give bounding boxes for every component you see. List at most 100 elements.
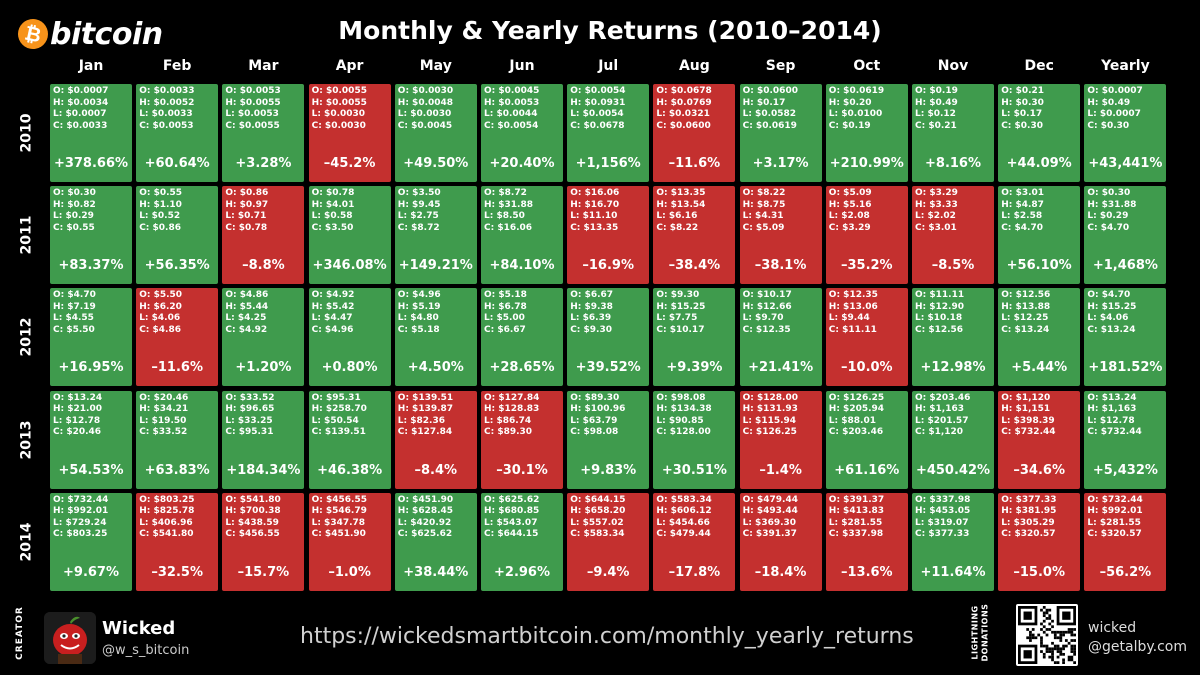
open-price: O: $4.70 bbox=[53, 290, 96, 301]
return-percent: +30.51% bbox=[661, 462, 727, 478]
open-price: O: $127.84 bbox=[484, 392, 540, 403]
close-price: C: $89.30 bbox=[484, 427, 533, 438]
ohlc-values: O: $1,120 H: $1,151 L: $398.39 C: $732.44 bbox=[1001, 393, 1055, 439]
low-price: L: $11.10 bbox=[570, 211, 618, 222]
close-price: C: $732.44 bbox=[1001, 427, 1056, 438]
open-price: O: $377.33 bbox=[1001, 494, 1057, 505]
high-price: H: $1.10 bbox=[139, 199, 182, 210]
return-cell-2010-feb: O: $0.0033 H: $0.0052 L: $0.0033 C: $0.0053… bbox=[136, 84, 219, 182]
return-percent: +54.53% bbox=[58, 462, 124, 478]
open-price: O: $1,120 bbox=[1001, 392, 1051, 403]
open-price: O: $89.30 bbox=[570, 392, 620, 403]
ohlc-values: O: $803.25 H: $825.78 L: $406.96 C: $541.80 bbox=[139, 495, 194, 541]
return-cell-2014-oct: O: $391.37 H: $413.83 L: $281.55 C: $337.98… bbox=[825, 492, 908, 591]
return-cell-2013-yearly: O: $13.24 H: $1,163 L: $12.78 C: $732.44 +5,… bbox=[1084, 390, 1167, 489]
low-price: L: $9.44 bbox=[828, 313, 870, 324]
open-price: O: $0.0053 bbox=[225, 86, 281, 96]
ohlc-values: O: $20.46 H: $34.21 L: $19.50 C: $33.52 bbox=[139, 393, 188, 439]
return-percent: +28.65% bbox=[489, 360, 555, 376]
return-cell-2012-sep: O: $10.17 H: $12.66 L: $9.70 C: $12.35 +21.4… bbox=[739, 288, 822, 387]
open-price: O: $0.0678 bbox=[656, 86, 712, 96]
apple-character-avatar-icon bbox=[44, 612, 96, 664]
ohlc-values: O: $0.0030 H: $0.0048 L: $0.0030 C: $0.0045 bbox=[398, 86, 453, 132]
return-percent: +1.20% bbox=[235, 360, 292, 376]
low-price: L: $2.75 bbox=[397, 211, 439, 222]
return-cell-2012-yearly: O: $4.70 H: $15.25 L: $4.06 C: $13.24 +181.5… bbox=[1084, 288, 1167, 387]
close-price: C: $644.15 bbox=[484, 529, 539, 540]
ohlc-values: O: $625.62 H: $680.85 L: $543.07 C: $644.15 bbox=[484, 495, 539, 541]
source-url[interactable]: https://wickedsmartbitcoin.com/monthly_y… bbox=[300, 624, 914, 649]
qr-code-icon[interactable] bbox=[1016, 604, 1078, 666]
return-cell-2012-apr: O: $4.92 H: $5.42 L: $4.47 C: $4.96 +0.80% bbox=[308, 288, 391, 387]
return-percent: +9.83% bbox=[580, 462, 637, 478]
ohlc-values: O: $89.30 H: $100.96 L: $63.79 C: $98.08 bbox=[570, 393, 625, 439]
high-price: H: $134.38 bbox=[656, 404, 712, 415]
return-cell-2012-jul: O: $6.67 H: $9.38 L: $6.39 C: $9.30 +39.52% bbox=[567, 288, 650, 387]
creator-handle[interactable]: @w_s_bitcoin bbox=[102, 643, 190, 658]
close-price: C: $4.86 bbox=[139, 324, 181, 335]
high-price: H: $0.0931 bbox=[570, 97, 626, 108]
low-price: L: $4.55 bbox=[53, 313, 94, 324]
high-price: H: $4.87 bbox=[1001, 199, 1044, 210]
column-header-jul: Jul bbox=[598, 58, 619, 74]
open-price: O: $337.98 bbox=[915, 494, 971, 505]
return-cell-2010-oct: O: $0.0619 H: $0.20 L: $0.0100 C: $0.19 +210… bbox=[825, 84, 908, 182]
return-percent: +5,432% bbox=[1092, 462, 1158, 478]
open-price: O: $3.50 bbox=[397, 188, 441, 199]
open-price: O: $12.56 bbox=[1001, 290, 1051, 301]
close-price: C: $20.46 bbox=[53, 427, 102, 438]
ohlc-values: O: $98.08 H: $134.38 L: $90.85 C: $128.00 bbox=[656, 393, 711, 439]
high-price: H: $606.12 bbox=[656, 506, 712, 517]
open-price: O: $0.21 bbox=[1001, 86, 1045, 96]
high-price: H: $3.33 bbox=[915, 199, 958, 210]
return-cell-2014-jun: O: $625.62 H: $680.85 L: $543.07 C: $644.15… bbox=[481, 492, 563, 591]
open-price: O: $98.08 bbox=[656, 392, 706, 403]
low-price: L: $10.18 bbox=[915, 313, 963, 324]
ohlc-values: O: $4.96 H: $5.19 L: $4.80 C: $5.18 bbox=[398, 290, 441, 336]
open-price: O: $803.25 bbox=[139, 494, 195, 505]
close-price: C: $12.35 bbox=[742, 324, 791, 335]
open-price: O: $479.44 bbox=[742, 494, 798, 505]
return-cell-2011-sep: O: $8.22 H: $8.75 L: $4.31 C: $5.09 –38.1% bbox=[739, 186, 822, 285]
close-price: C: $0.30 bbox=[1087, 120, 1130, 131]
ohlc-values: O: $0.0007 H: $0.0034 L: $0.0007 C: $0.0033 bbox=[53, 86, 108, 132]
low-price: L: $347.78 bbox=[311, 517, 366, 528]
close-price: C: $337.98 bbox=[828, 529, 884, 540]
return-cell-2014-feb: O: $803.25 H: $825.78 L: $406.96 C: $541.80… bbox=[136, 492, 219, 591]
close-price: C: $3.50 bbox=[311, 222, 354, 233]
high-price: H: $5.44 bbox=[225, 301, 269, 312]
high-price: H: $15.25 bbox=[1087, 301, 1137, 312]
low-price: L: $543.07 bbox=[484, 517, 538, 528]
ohlc-values: O: $8.22 H: $8.75 L: $4.31 C: $5.09 bbox=[743, 188, 786, 234]
open-price: O: $0.30 bbox=[53, 188, 96, 199]
return-cell-2011-apr: O: $0.78 H: $4.01 L: $0.58 C: $3.50 +346.08% bbox=[308, 186, 391, 285]
high-price: H: $992.01 bbox=[1087, 506, 1143, 517]
return-cell-2013-may: O: $139.51 H: $139.87 L: $82.36 C: $127.84 –… bbox=[394, 390, 477, 489]
low-price: L: $2.02 bbox=[915, 211, 956, 222]
high-price: H: $31.88 bbox=[1087, 199, 1137, 210]
close-price: C: $391.37 bbox=[742, 529, 797, 540]
high-price: H: $992.01 bbox=[53, 506, 109, 517]
column-header-may: May bbox=[419, 58, 452, 74]
return-percent: –11.6% bbox=[151, 360, 203, 376]
return-percent: +38.44% bbox=[403, 564, 469, 580]
ohlc-values: O: $0.55 H: $1.10 L: $0.52 C: $0.86 bbox=[139, 188, 182, 234]
high-price: H: $5.42 bbox=[311, 301, 355, 312]
high-price: H: $658.20 bbox=[570, 506, 626, 517]
open-price: O: $732.44 bbox=[1087, 494, 1143, 505]
open-price: O: $456.55 bbox=[311, 494, 367, 505]
high-price: H: $21.00 bbox=[53, 404, 102, 415]
return-percent: +450.42% bbox=[915, 462, 991, 478]
return-percent: +346.08% bbox=[312, 258, 387, 274]
ohlc-values: O: $4.86 H: $5.44 L: $4.25 C: $4.92 bbox=[225, 290, 268, 336]
open-price: O: $33.52 bbox=[225, 392, 275, 403]
open-price: O: $13.24 bbox=[53, 392, 103, 403]
close-price: C: $541.80 bbox=[139, 529, 194, 540]
high-price: H: $258.70 bbox=[311, 404, 367, 415]
lightning-address[interactable]: @getalby.com bbox=[1088, 639, 1187, 655]
low-price: L: $729.24 bbox=[53, 517, 107, 528]
return-cell-2011-yearly: O: $0.30 H: $31.88 L: $0.29 C: $4.70 +1,468% bbox=[1084, 186, 1167, 285]
high-price: H: $34.21 bbox=[139, 404, 189, 415]
close-price: C: $33.52 bbox=[139, 427, 188, 438]
ohlc-values: O: $16.06 H: $16.70 L: $11.10 C: $13.35 bbox=[570, 188, 619, 234]
